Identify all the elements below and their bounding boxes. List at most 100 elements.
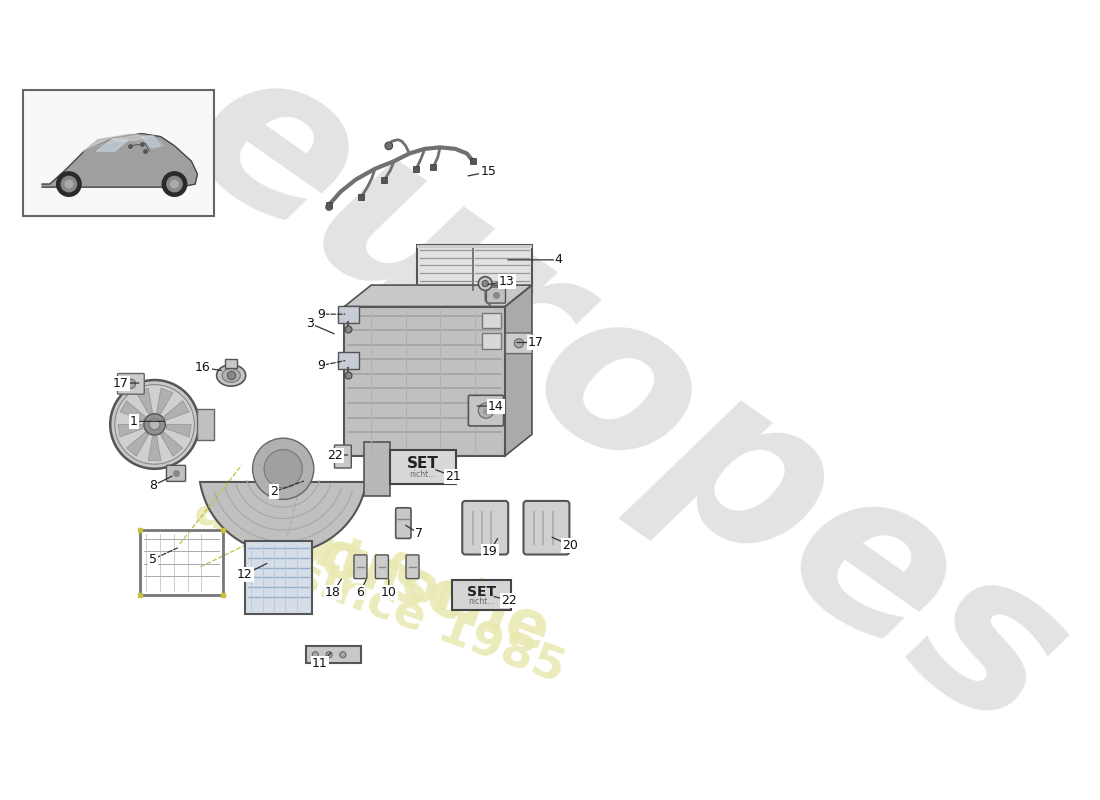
FancyBboxPatch shape <box>338 352 359 369</box>
Circle shape <box>150 419 160 430</box>
FancyBboxPatch shape <box>486 287 506 303</box>
Polygon shape <box>156 388 173 414</box>
FancyBboxPatch shape <box>334 445 351 468</box>
FancyBboxPatch shape <box>506 333 532 354</box>
Circle shape <box>482 281 488 286</box>
Text: 8: 8 <box>150 479 157 492</box>
Text: 17: 17 <box>113 377 129 390</box>
Text: nicht...: nicht... <box>409 470 436 478</box>
Bar <box>226 358 238 368</box>
Polygon shape <box>505 285 532 456</box>
Bar <box>417 246 532 248</box>
FancyBboxPatch shape <box>118 374 144 394</box>
Circle shape <box>326 652 332 658</box>
Bar <box>344 306 505 456</box>
Text: 13: 13 <box>498 274 515 288</box>
Polygon shape <box>164 401 189 420</box>
Circle shape <box>56 172 81 196</box>
Text: porsche: porsche <box>268 510 558 666</box>
Polygon shape <box>42 134 198 187</box>
Circle shape <box>170 180 178 188</box>
Text: 6: 6 <box>355 586 364 599</box>
Text: 11: 11 <box>312 658 328 670</box>
Text: 3: 3 <box>306 317 313 330</box>
Bar <box>23 90 214 216</box>
Text: 7: 7 <box>416 527 424 540</box>
FancyBboxPatch shape <box>406 555 419 578</box>
FancyBboxPatch shape <box>166 466 186 482</box>
Polygon shape <box>161 432 183 456</box>
Polygon shape <box>136 388 153 414</box>
Polygon shape <box>126 432 148 456</box>
Circle shape <box>478 403 494 418</box>
FancyBboxPatch shape <box>354 555 367 578</box>
Ellipse shape <box>222 369 240 382</box>
Circle shape <box>110 380 199 469</box>
Text: 12: 12 <box>236 568 253 581</box>
Text: europes: europes <box>151 22 1100 778</box>
FancyBboxPatch shape <box>338 306 359 322</box>
Bar <box>140 530 222 595</box>
Text: 22: 22 <box>502 594 517 607</box>
Circle shape <box>385 142 393 150</box>
Circle shape <box>253 438 313 499</box>
Polygon shape <box>118 424 143 437</box>
Text: since 1985: since 1985 <box>286 552 571 692</box>
Text: 9: 9 <box>318 308 326 321</box>
Bar <box>245 542 312 614</box>
Text: SET: SET <box>407 456 439 471</box>
Text: 19: 19 <box>482 545 497 558</box>
Circle shape <box>114 385 195 464</box>
Polygon shape <box>111 135 147 142</box>
FancyBboxPatch shape <box>375 555 388 578</box>
Polygon shape <box>148 437 161 461</box>
FancyBboxPatch shape <box>389 450 456 484</box>
Circle shape <box>167 177 183 192</box>
Text: 21: 21 <box>446 470 461 483</box>
Text: a part for: a part for <box>188 480 471 626</box>
Polygon shape <box>344 285 532 306</box>
Circle shape <box>126 379 135 389</box>
Text: 16: 16 <box>195 362 211 374</box>
Circle shape <box>144 414 165 435</box>
Text: 15: 15 <box>481 166 496 178</box>
Text: 22: 22 <box>328 449 343 462</box>
Circle shape <box>340 652 345 658</box>
Polygon shape <box>120 401 145 420</box>
Circle shape <box>65 180 73 188</box>
Bar <box>417 246 532 293</box>
Text: 20: 20 <box>562 539 579 552</box>
Polygon shape <box>166 424 191 437</box>
Text: 14: 14 <box>488 399 504 413</box>
Circle shape <box>264 450 303 488</box>
Circle shape <box>163 172 187 196</box>
Polygon shape <box>142 136 161 147</box>
Bar <box>482 313 502 328</box>
FancyBboxPatch shape <box>469 395 504 426</box>
Circle shape <box>62 177 77 192</box>
Text: 9: 9 <box>318 359 326 372</box>
Circle shape <box>312 652 318 658</box>
FancyBboxPatch shape <box>524 501 570 554</box>
Polygon shape <box>200 482 366 553</box>
Text: 17: 17 <box>528 336 543 349</box>
Circle shape <box>478 277 492 290</box>
FancyBboxPatch shape <box>452 580 512 610</box>
FancyBboxPatch shape <box>396 508 411 538</box>
Text: 10: 10 <box>381 586 397 599</box>
FancyBboxPatch shape <box>462 501 508 554</box>
Circle shape <box>515 338 524 348</box>
Text: 5: 5 <box>150 553 157 566</box>
Bar <box>363 442 390 495</box>
Text: 1: 1 <box>130 415 138 428</box>
Polygon shape <box>97 139 129 151</box>
Text: 4: 4 <box>554 254 562 266</box>
Text: 2: 2 <box>271 486 278 498</box>
Bar <box>198 409 214 440</box>
Text: nicht...: nicht... <box>469 598 495 606</box>
Polygon shape <box>82 134 165 152</box>
Ellipse shape <box>217 365 245 386</box>
Text: 18: 18 <box>324 586 341 599</box>
Bar <box>306 646 361 663</box>
Bar <box>482 334 502 349</box>
